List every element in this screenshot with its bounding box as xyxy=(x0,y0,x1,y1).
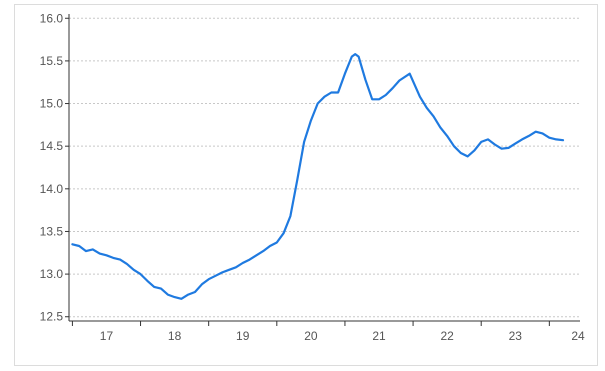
gridlines xyxy=(69,17,580,318)
y-tick-label: 13.0 xyxy=(40,267,64,281)
y-tick-label: 16.0 xyxy=(40,11,64,25)
y-tick-label: 14.0 xyxy=(40,182,64,196)
x-tick-label: 20 xyxy=(304,329,318,343)
axes xyxy=(68,14,580,322)
x-tick-label: 22 xyxy=(440,329,454,343)
y-tick-labels: 12.5 13.0 13.5 14.0 14.5 15.0 15.5 16.0 xyxy=(40,11,69,324)
x-tick-label: 19 xyxy=(236,329,250,343)
series-layer xyxy=(71,53,565,300)
y-tick-label: 13.5 xyxy=(40,224,64,238)
x-tick-label: 18 xyxy=(168,329,182,343)
x-tick-label: 21 xyxy=(372,329,386,343)
series-line-0 xyxy=(71,53,565,300)
y-tick-label: 12.5 xyxy=(40,310,64,324)
x-tick-labels: 17 18 19 20 21 22 23 24 xyxy=(71,321,585,343)
chart-frame xyxy=(14,4,598,366)
y-tick-label: 15.5 xyxy=(40,54,64,68)
y-tick-label: 14.5 xyxy=(40,139,64,153)
x-tick-label: 17 xyxy=(100,329,114,343)
x-tick-label: 23 xyxy=(509,329,523,343)
x-tick-label: 24 xyxy=(571,329,585,343)
y-tick-label: 15.0 xyxy=(40,97,64,111)
